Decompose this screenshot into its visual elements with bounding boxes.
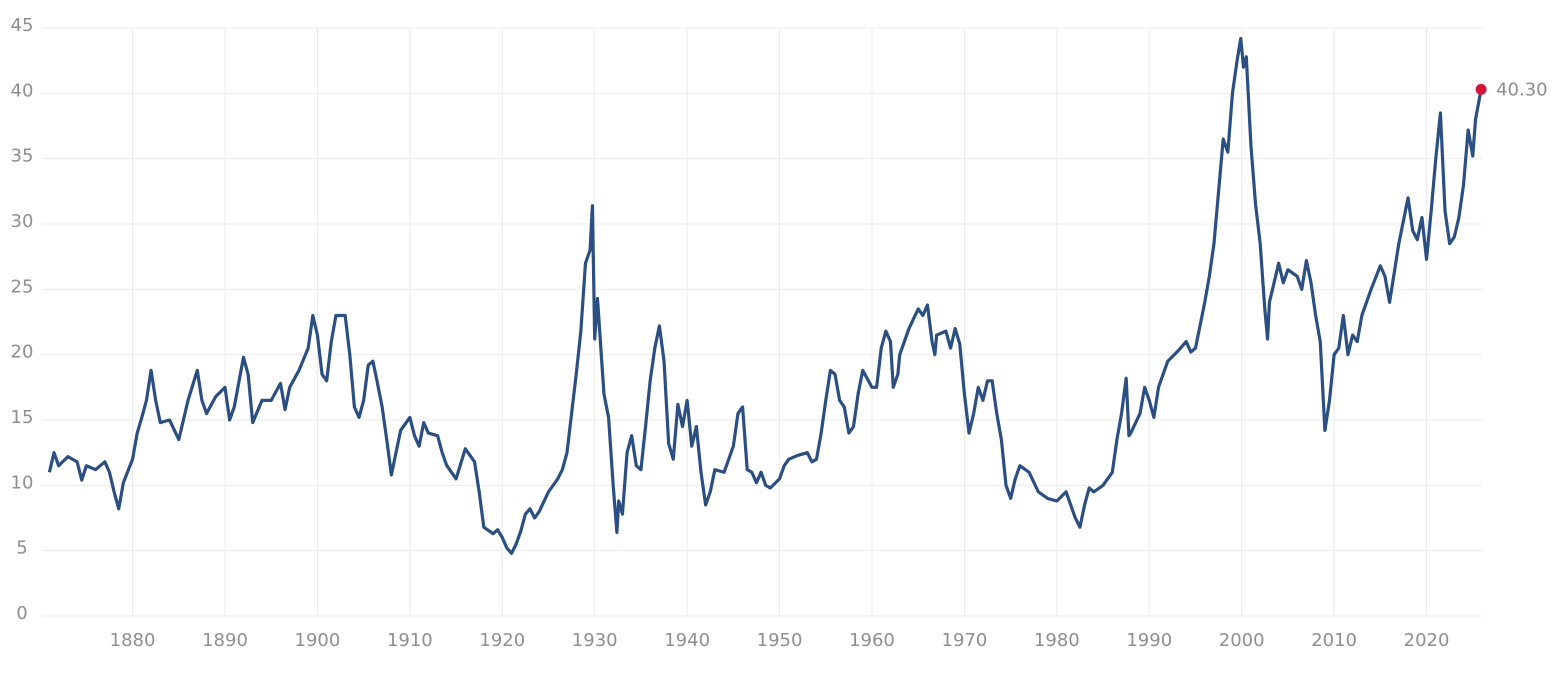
y-tick-label: 10 — [11, 472, 34, 493]
x-tick-label: 2010 — [1311, 630, 1357, 651]
y-tick-label: 35 — [11, 146, 34, 167]
data-line — [47, 36, 1483, 555]
y-tick-label: 5 — [16, 538, 27, 559]
x-tick-label: 2000 — [1219, 630, 1265, 651]
x-tick-label: 1880 — [110, 630, 156, 651]
x-tick-label: 1980 — [1034, 630, 1080, 651]
x-tick-label: 1890 — [202, 630, 248, 651]
y-tick-label: 15 — [11, 407, 34, 428]
x-tick-label: 1930 — [572, 630, 618, 651]
x-tick-label: 1990 — [1126, 630, 1172, 651]
x-tick-label: 1960 — [849, 630, 895, 651]
last-point — [1475, 83, 1487, 95]
y-tick-label: 30 — [11, 211, 34, 232]
x-tick-label: 1950 — [757, 630, 803, 651]
last-value-label: 40.30 — [1496, 79, 1548, 100]
y-tick-label: 0 — [16, 603, 27, 624]
x-tick-label: 1970 — [942, 630, 988, 651]
x-tick-label: 1900 — [295, 630, 341, 651]
y-tick-label: 40 — [11, 80, 34, 101]
y-tick-label: 25 — [11, 276, 34, 297]
y-tick-label: 20 — [11, 342, 34, 363]
x-tick-label: 2020 — [1404, 630, 1450, 651]
x-tick-label: 1940 — [664, 630, 710, 651]
x-tick-label: 1910 — [387, 630, 433, 651]
y-tick-label: 45 — [11, 15, 34, 36]
x-tick-label: 1920 — [479, 630, 525, 651]
